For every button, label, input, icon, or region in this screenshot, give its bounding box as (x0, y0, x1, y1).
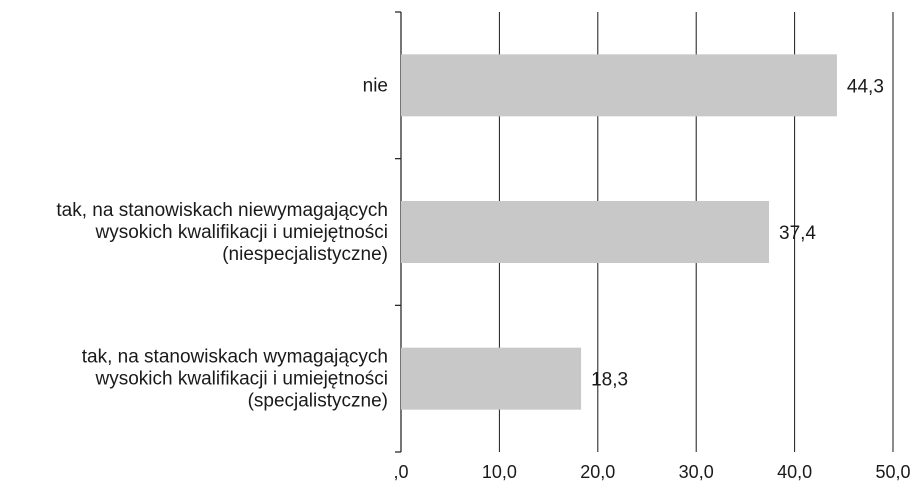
x-tick-label-4: 40,0 (777, 462, 812, 482)
data-label-1: 37,4 (779, 223, 816, 244)
category-label-line: wysokich kwalifikacji i umiejętności (95, 369, 388, 390)
category-label-line: tak, na stanowiskach wymagających (82, 347, 388, 368)
bar-1 (401, 201, 770, 263)
data-label-2: 18,3 (591, 370, 628, 391)
bar-2 (401, 347, 582, 410)
category-label-line: wysokich kwalifikacji i umiejętności (95, 222, 388, 243)
x-tick-label-0: ,0 (393, 462, 408, 482)
bar-0 (401, 54, 837, 117)
category-label-line: (specjalistyczne) (248, 391, 388, 412)
x-tick-label-5: 50,0 (875, 462, 910, 482)
category-label-line: tak, na stanowiskach niewymagających (56, 200, 388, 221)
x-tick-label-1: 10,0 (482, 462, 517, 482)
x-tick-label-2: 20,0 (580, 462, 615, 482)
category-label-2: tak, na stanowiskach wymagających wysokic… (82, 347, 388, 412)
category-label-line: (niespecjalistyczne) (222, 244, 388, 265)
x-tick-label-3: 30,0 (679, 462, 714, 482)
category-label-1: tak, na stanowiskach niewymagających wyso… (56, 200, 388, 265)
category-label-0: nie (363, 75, 388, 96)
data-label-0: 44,3 (847, 76, 884, 97)
category-label-line: nie (363, 75, 388, 96)
